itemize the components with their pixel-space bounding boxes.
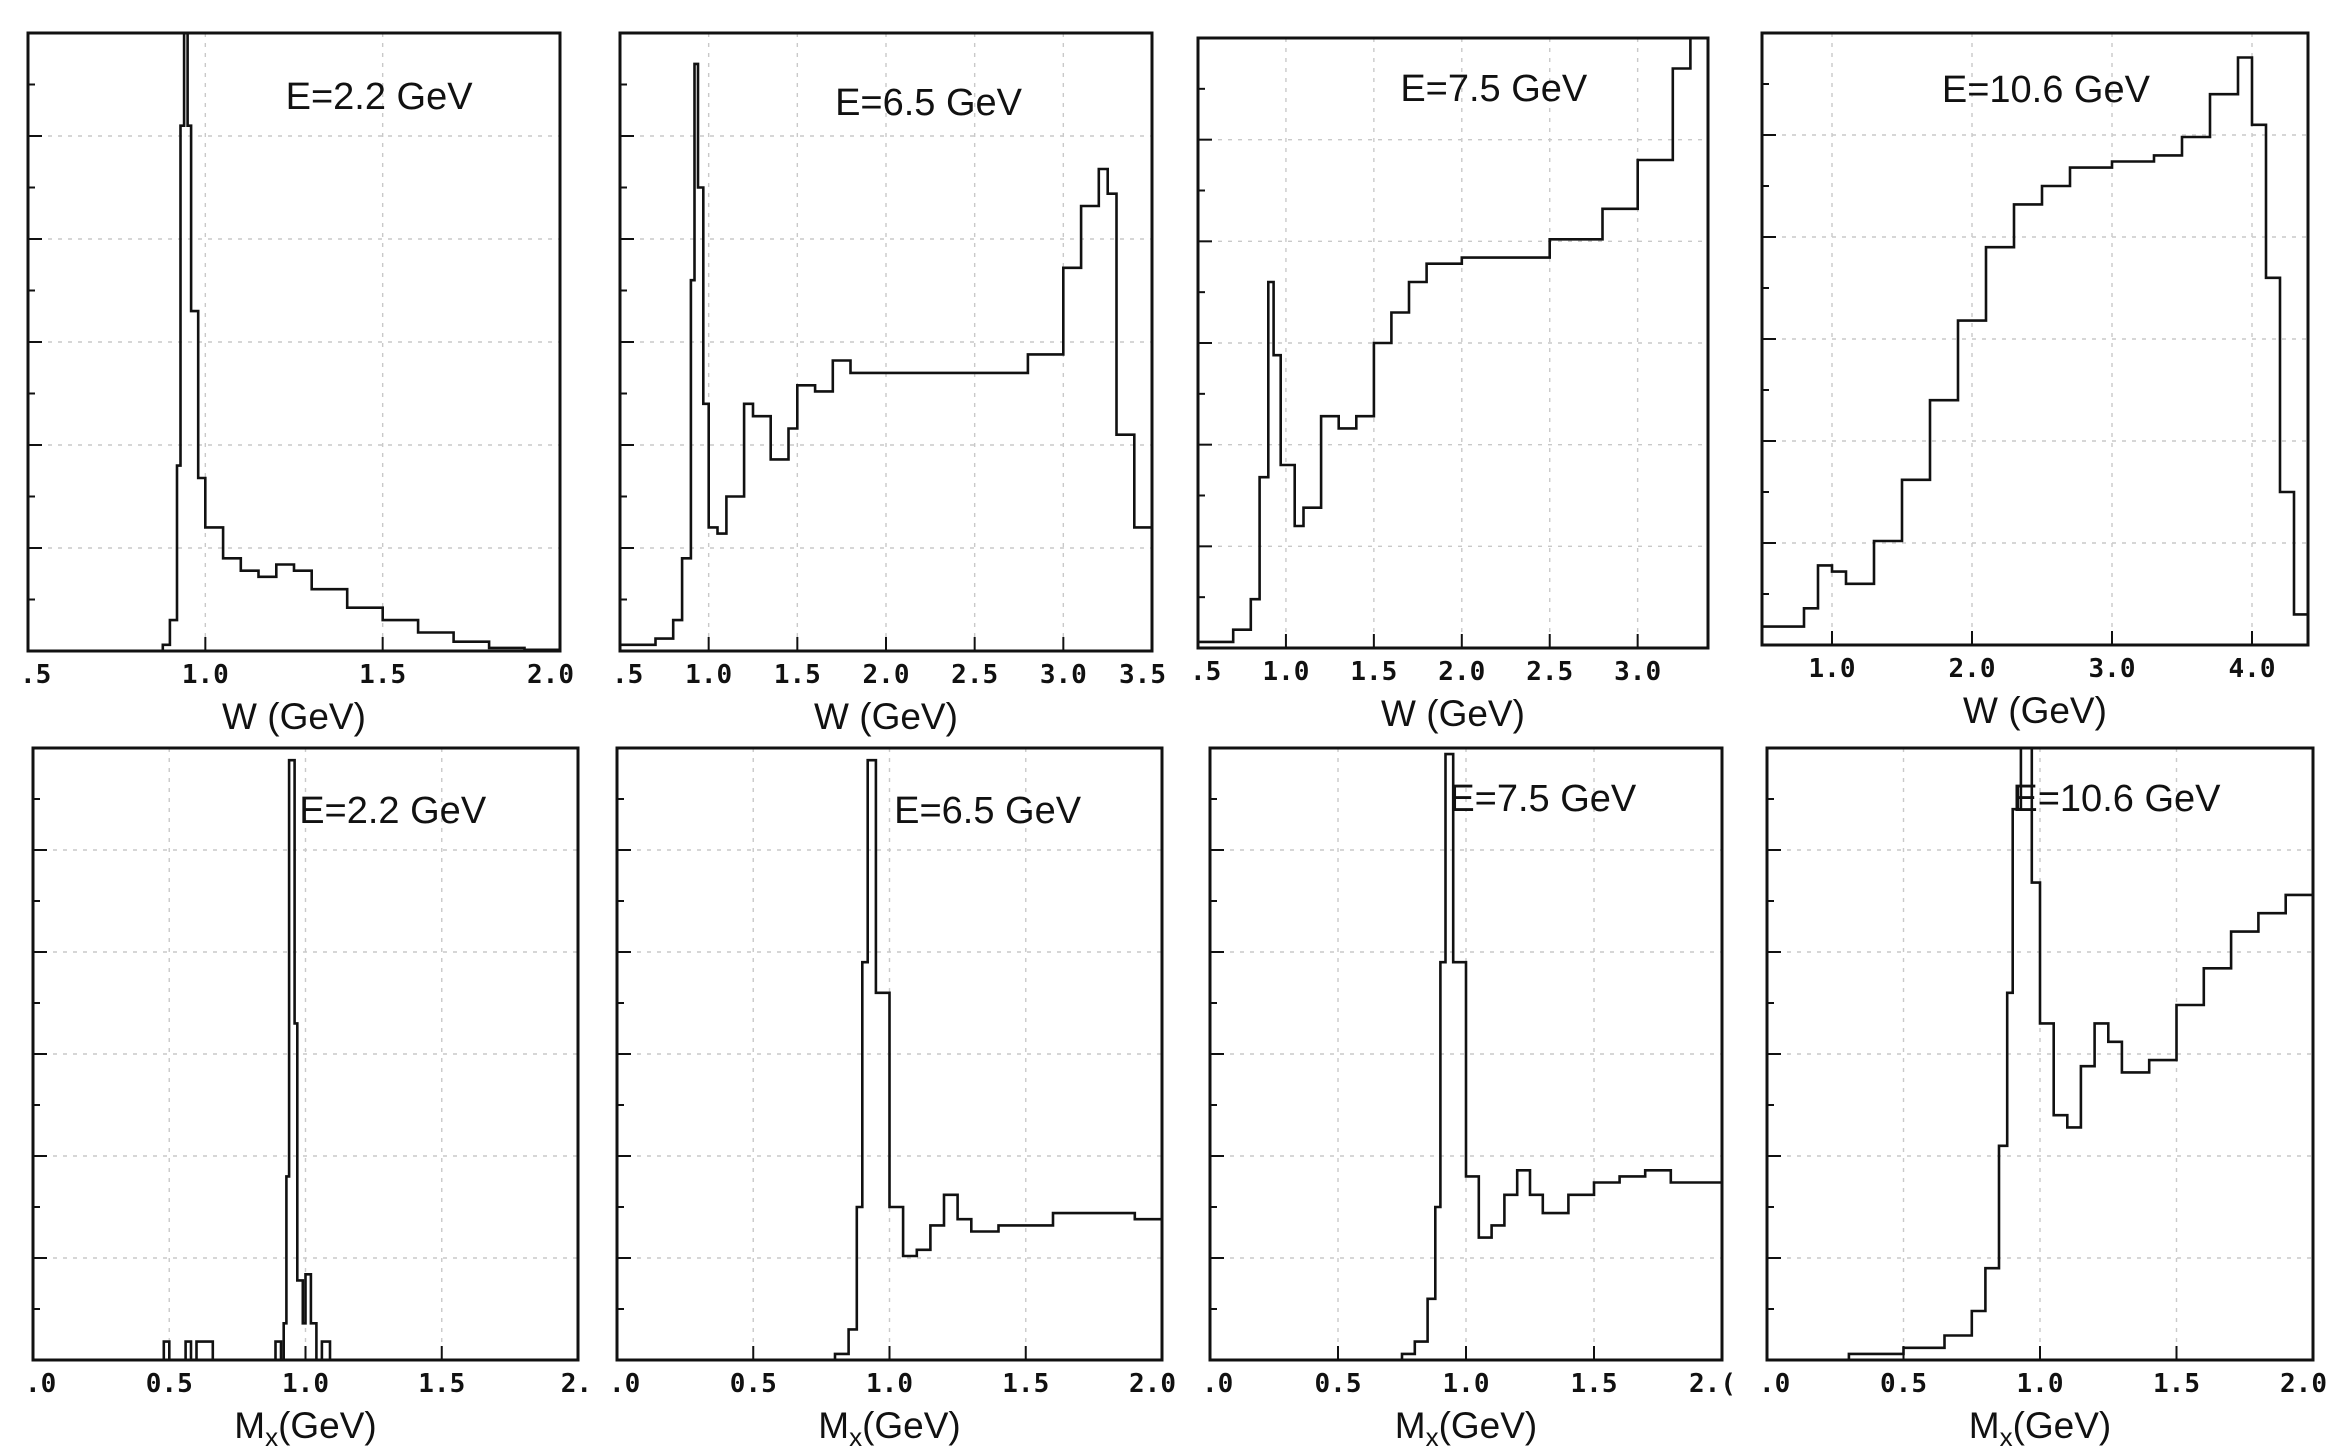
x-tick-label: 2.0 xyxy=(527,660,574,690)
x-axis-title: W (GeV) xyxy=(1963,690,2107,731)
x-tick-label: 2.5 xyxy=(951,660,998,690)
x-tick-label: 2. xyxy=(561,1369,592,1399)
panel-1: .5 1.0 1.5 2.0 E=2.2 GeV W (GeV) xyxy=(20,31,574,737)
x-tick-label: 1.0 xyxy=(685,660,732,690)
x-tick-label: .0 xyxy=(25,1369,56,1399)
panel-title: E=7.5 GeV xyxy=(1400,68,1588,110)
x-tick-label: 1.5 xyxy=(1571,1369,1618,1399)
x-tick-label: 1.5 xyxy=(2153,1369,2200,1399)
panel-7: .0 0.5 1.0 1.5 2.( E=7.5 GeV Mx(GeV) xyxy=(1202,746,1736,1452)
x-tick-label: 1.0 xyxy=(866,1369,913,1399)
x-tick-label: .0 xyxy=(1759,1369,1790,1399)
panel-4: 1.0 2.0 3.0 4.0 E=10.6 GeV W (GeV) xyxy=(1760,31,2310,731)
panel-title: E=2.2 GeV xyxy=(286,76,474,118)
x-tick-label: 2.5 xyxy=(1526,657,1573,687)
histogram-line xyxy=(33,758,578,1362)
panel-3: .5 1.0 1.5 2.0 2.5 3.0 E=7.5 GeV W (GeV) xyxy=(1190,36,1710,734)
histogram-line xyxy=(620,62,1154,647)
plot-frame xyxy=(1760,31,2310,647)
plot-frame xyxy=(26,31,562,653)
x-tick-label: 3.0 xyxy=(1040,660,1087,690)
x-axis-title: W (GeV) xyxy=(222,696,366,737)
x-axis-title: W (GeV) xyxy=(814,696,958,737)
x-tick-label: 1.0 xyxy=(182,660,229,690)
x-tick-label: 2.0 xyxy=(2280,1369,2327,1399)
x-tick-label: 0.5 xyxy=(1315,1369,1362,1399)
x-tick-label: 1.0 xyxy=(1262,657,1309,687)
histogram-line xyxy=(1767,746,2315,1362)
histogram-line xyxy=(1198,36,1710,644)
panel-title: E=10.6 GeV xyxy=(1942,69,2151,111)
x-tick-label: 2.0 xyxy=(1438,657,1485,687)
x-tick-label: 1.5 xyxy=(774,660,821,690)
x-tick-label: 1.0 xyxy=(282,1369,329,1399)
x-tick-label: 1.5 xyxy=(359,660,406,690)
x-axis-title: Mx(GeV) xyxy=(1969,1405,2112,1452)
panel-title: E=2.2 GeV xyxy=(299,790,487,832)
x-tick-label: 2.( xyxy=(1689,1369,1736,1399)
x-tick-label: 2.0 xyxy=(863,660,910,690)
panel-title: E=6.5 GeV xyxy=(835,82,1023,124)
panel-6: .0 0.5 1.0 1.5 2.0 E=6.5 GeV Mx(GeV) xyxy=(609,746,1176,1452)
x-tick-label: 1.0 xyxy=(1809,654,1856,684)
histogram-line xyxy=(28,31,562,653)
x-tick-label: .5 xyxy=(612,660,643,690)
panel-title: E=7.5 GeV xyxy=(1449,778,1637,820)
histogram-line xyxy=(617,758,1164,1362)
x-axis-title: W (GeV) xyxy=(1381,693,1525,734)
histogram-line xyxy=(1210,752,1724,1362)
histogram-line xyxy=(1762,56,2310,633)
x-tick-label: 1.5 xyxy=(1350,657,1397,687)
panel-title: E=10.6 GeV xyxy=(2012,778,2221,820)
x-tick-label: 0.5 xyxy=(1880,1369,1927,1399)
x-tick-label: 2.0 xyxy=(1949,654,1996,684)
panel-8: .0 0.5 1.0 1.5 2.0 E=10.6 GeV Mx(GeV) xyxy=(1759,746,2327,1452)
panel-5: .0 0.5 1.0 1.5 2. E=2.2 GeV Mx(GeV) xyxy=(25,746,592,1452)
x-tick-label: 3.0 xyxy=(2089,654,2136,684)
x-tick-label: 3.5 xyxy=(1119,660,1166,690)
x-tick-label: 1.5 xyxy=(418,1369,465,1399)
x-tick-label: .5 xyxy=(1190,657,1221,687)
x-tick-label: .0 xyxy=(609,1369,640,1399)
x-tick-label: .0 xyxy=(1202,1369,1233,1399)
panel-2: .5 1.0 1.5 2.0 2.5 3.0 3.5 E=6.5 GeV W (GeV) xyxy=(612,31,1166,737)
x-tick-label: 3.0 xyxy=(1614,657,1661,687)
x-axis-title: Mx(GeV) xyxy=(818,1405,961,1452)
x-tick-label: 0.5 xyxy=(730,1369,777,1399)
x-axis-title: Mx(GeV) xyxy=(234,1405,377,1452)
x-tick-label: 4.0 xyxy=(2229,654,2276,684)
x-tick-label: .5 xyxy=(20,660,51,690)
x-axis-title: Mx(GeV) xyxy=(1395,1405,1538,1452)
x-tick-label: 1.5 xyxy=(1002,1369,1049,1399)
x-tick-label: 0.5 xyxy=(146,1369,193,1399)
plot-frame xyxy=(1196,36,1710,650)
x-tick-label: 1.0 xyxy=(1443,1369,1490,1399)
panel-title: E=6.5 GeV xyxy=(894,790,1082,832)
x-tick-label: 2.0 xyxy=(1129,1369,1176,1399)
x-tick-label: 1.0 xyxy=(2017,1369,2064,1399)
